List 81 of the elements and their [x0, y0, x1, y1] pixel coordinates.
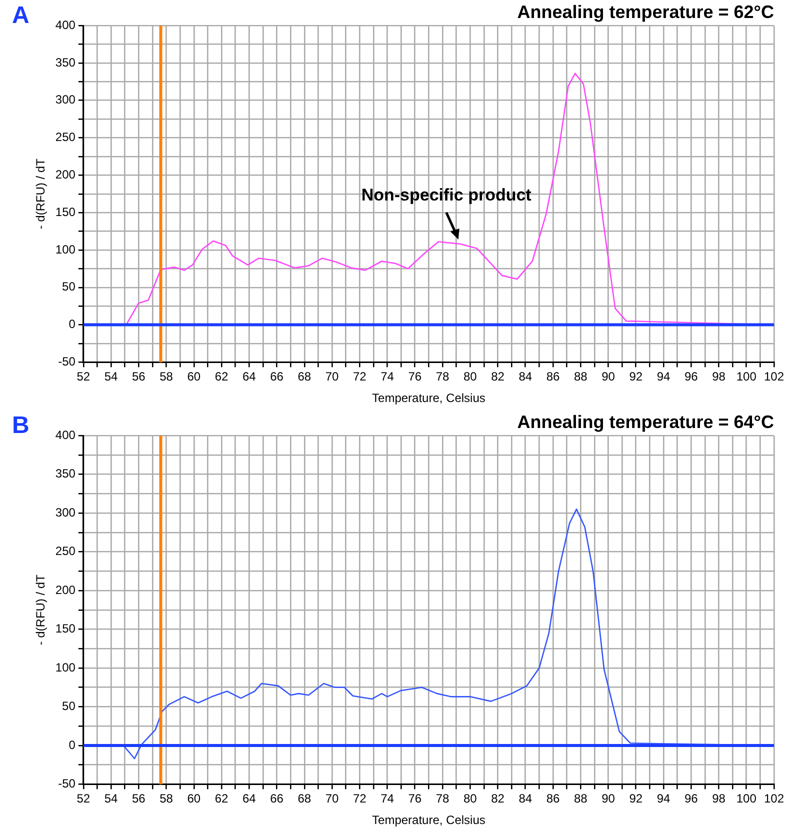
y-tick-label: -50: [58, 776, 76, 791]
y-tick-label: 300: [55, 92, 76, 107]
y-tick-label: 150: [55, 204, 76, 219]
x-tick-label: 82: [491, 792, 505, 806]
x-tick-label: 92: [629, 792, 643, 806]
x-tick-label: 70: [325, 370, 340, 384]
x-tick-label: 100: [736, 370, 757, 384]
x-tick-label: 58: [160, 792, 174, 806]
chart-title: Annealing temperature = 64°C: [517, 412, 774, 432]
x-tick-label: 86: [546, 370, 560, 384]
y-tick-label: 50: [62, 280, 76, 294]
y-tick-label: 250: [55, 130, 76, 144]
text: B: [12, 412, 30, 440]
x-tick-label: 74: [380, 792, 394, 806]
x-tick-label: 100: [736, 792, 757, 806]
y-axis-title: - d(RFU) / dT: [34, 574, 48, 646]
x-tick-label: 56: [132, 370, 146, 384]
x-tick-label: 96: [684, 370, 698, 384]
x-tick-label: 78: [436, 370, 450, 384]
x-tick-label: 96: [684, 792, 698, 806]
y-tick-label: 0: [68, 738, 76, 752]
x-tick-label: 90: [602, 370, 616, 384]
x-tick-label: 68: [298, 792, 312, 806]
y-tick-label: -50: [58, 354, 76, 369]
y-tick-label: 200: [55, 168, 76, 182]
y-tick-label: 250: [55, 544, 76, 558]
y-tick-label: 350: [55, 466, 76, 481]
x-axis-title: Temperature, Celsius: [372, 391, 486, 406]
y-tick-label: 350: [55, 55, 76, 70]
chart-title: Annealing temperature = 62°C: [517, 2, 774, 22]
x-tick-label: 54: [104, 792, 118, 806]
y-axis-title: - d(RFU) / dT: [34, 158, 48, 230]
x-tick-label: 98: [712, 370, 726, 384]
x-tick-label: 62: [214, 792, 229, 806]
x-tick-label: 56: [132, 792, 146, 806]
x-tick-label: 86: [546, 792, 560, 806]
x-tick-label: 80: [463, 370, 478, 384]
x-tick-label: 88: [574, 792, 588, 806]
x-tick-label: 84: [518, 792, 532, 806]
annotation: Non-specific product: [361, 186, 532, 205]
x-tick-label: 52: [76, 370, 90, 384]
x-tick-label: 102: [764, 792, 784, 806]
x-tick-label: 52: [76, 792, 90, 806]
y-tick-label: 0: [68, 317, 76, 332]
x-axis-title: Temperature, Celsius: [372, 813, 486, 828]
x-tick-label: 68: [298, 370, 312, 384]
x-tick-label: 88: [574, 370, 588, 384]
x-tick-label: 82: [491, 370, 505, 384]
x-tick-label: 80: [463, 792, 478, 806]
x-tick-label: 64: [242, 792, 256, 806]
x-tick-label: 78: [436, 792, 450, 806]
x-tick-label: 76: [408, 792, 422, 806]
x-tick-label: 102: [764, 370, 784, 384]
x-tick-label: 90: [602, 792, 616, 806]
x-tick-label: 72: [352, 792, 367, 806]
y-tick-label: 200: [55, 582, 76, 597]
x-tick-label: 84: [518, 370, 532, 384]
y-tick-label: 100: [55, 660, 76, 674]
x-tick-label: 66: [270, 792, 284, 806]
x-tick-label: 76: [408, 370, 422, 384]
y-tick-label: 300: [55, 505, 76, 520]
x-tick-label: 92: [629, 370, 643, 384]
x-tick-label: 62: [214, 370, 229, 384]
x-tick-label: 60: [187, 792, 201, 806]
x-tick-label: 74: [380, 370, 394, 384]
x-tick-label: 94: [656, 792, 670, 806]
x-tick-label: 94: [656, 370, 670, 384]
x-tick-label: 72: [352, 370, 367, 384]
text: A: [12, 2, 30, 30]
y-tick-label: 50: [62, 699, 76, 714]
y-tick-label: 100: [55, 242, 76, 256]
y-tick-label: 400: [55, 18, 76, 32]
x-tick-label: 66: [270, 370, 284, 384]
y-tick-label: 400: [55, 428, 76, 442]
x-tick-label: 54: [104, 370, 118, 384]
x-tick-label: 64: [242, 370, 256, 384]
y-tick-label: 150: [55, 622, 76, 636]
x-tick-label: 70: [325, 792, 340, 806]
x-tick-label: 98: [712, 792, 726, 806]
x-tick-label: 58: [160, 370, 174, 384]
x-tick-label: 60: [187, 370, 201, 384]
